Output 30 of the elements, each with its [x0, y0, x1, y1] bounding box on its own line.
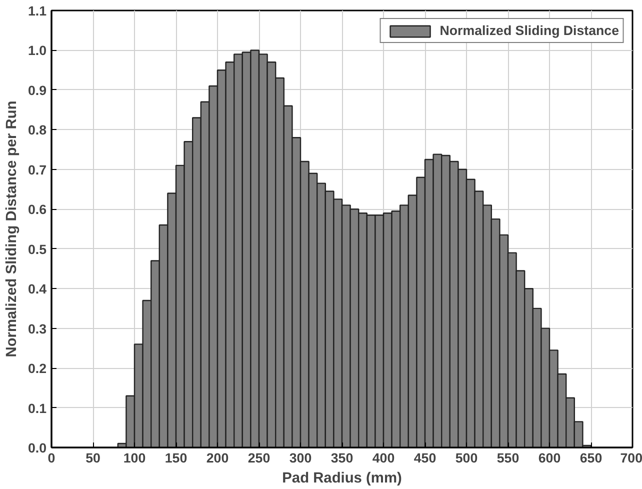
x-tick-label: 650 — [580, 450, 602, 466]
x-tick-label: 500 — [455, 450, 478, 466]
y-tick-label: 1.0 — [28, 43, 47, 58]
y-tick-label: 0.7 — [28, 162, 47, 178]
y-tick-label: 0.3 — [28, 321, 47, 336]
x-tick-label: 600 — [538, 450, 561, 466]
y-tick-label: 0.6 — [28, 202, 47, 218]
x-tick-label: 250 — [248, 450, 270, 466]
y-tick-label: 0.9 — [28, 82, 47, 98]
y-tick-label: 1.1 — [28, 4, 48, 18]
x-tick-label: 200 — [206, 450, 229, 466]
legend-label: Normalized Sliding Distance — [440, 23, 619, 38]
x-tick-label: 350 — [330, 450, 354, 466]
y-tick-label: 0.4 — [28, 282, 48, 297]
y-tick-label: 0.5 — [28, 242, 48, 257]
y-axis-title: Normalized Sliding Distance per Run — [4, 100, 20, 358]
x-tick-label: 50 — [86, 450, 100, 466]
x-tick-label: 450 — [414, 450, 436, 466]
x-tick-label: 400 — [372, 450, 395, 466]
x-axis-title: Pad Radius (mm) — [282, 470, 402, 486]
x-tick-label: 300 — [289, 450, 312, 466]
y-tick-label: 0.0 — [28, 440, 47, 456]
x-tick-label: 100 — [123, 450, 146, 466]
y-tick-label: 0.1 — [28, 400, 48, 416]
y-tick-label: 0.8 — [28, 122, 47, 138]
x-tick-label: 550 — [496, 450, 520, 466]
x-tick-label: 0 — [48, 450, 56, 466]
x-tick-label: 700 — [620, 450, 642, 466]
x-tick-label: 150 — [164, 450, 188, 466]
y-tick-label: 0.2 — [28, 361, 47, 376]
